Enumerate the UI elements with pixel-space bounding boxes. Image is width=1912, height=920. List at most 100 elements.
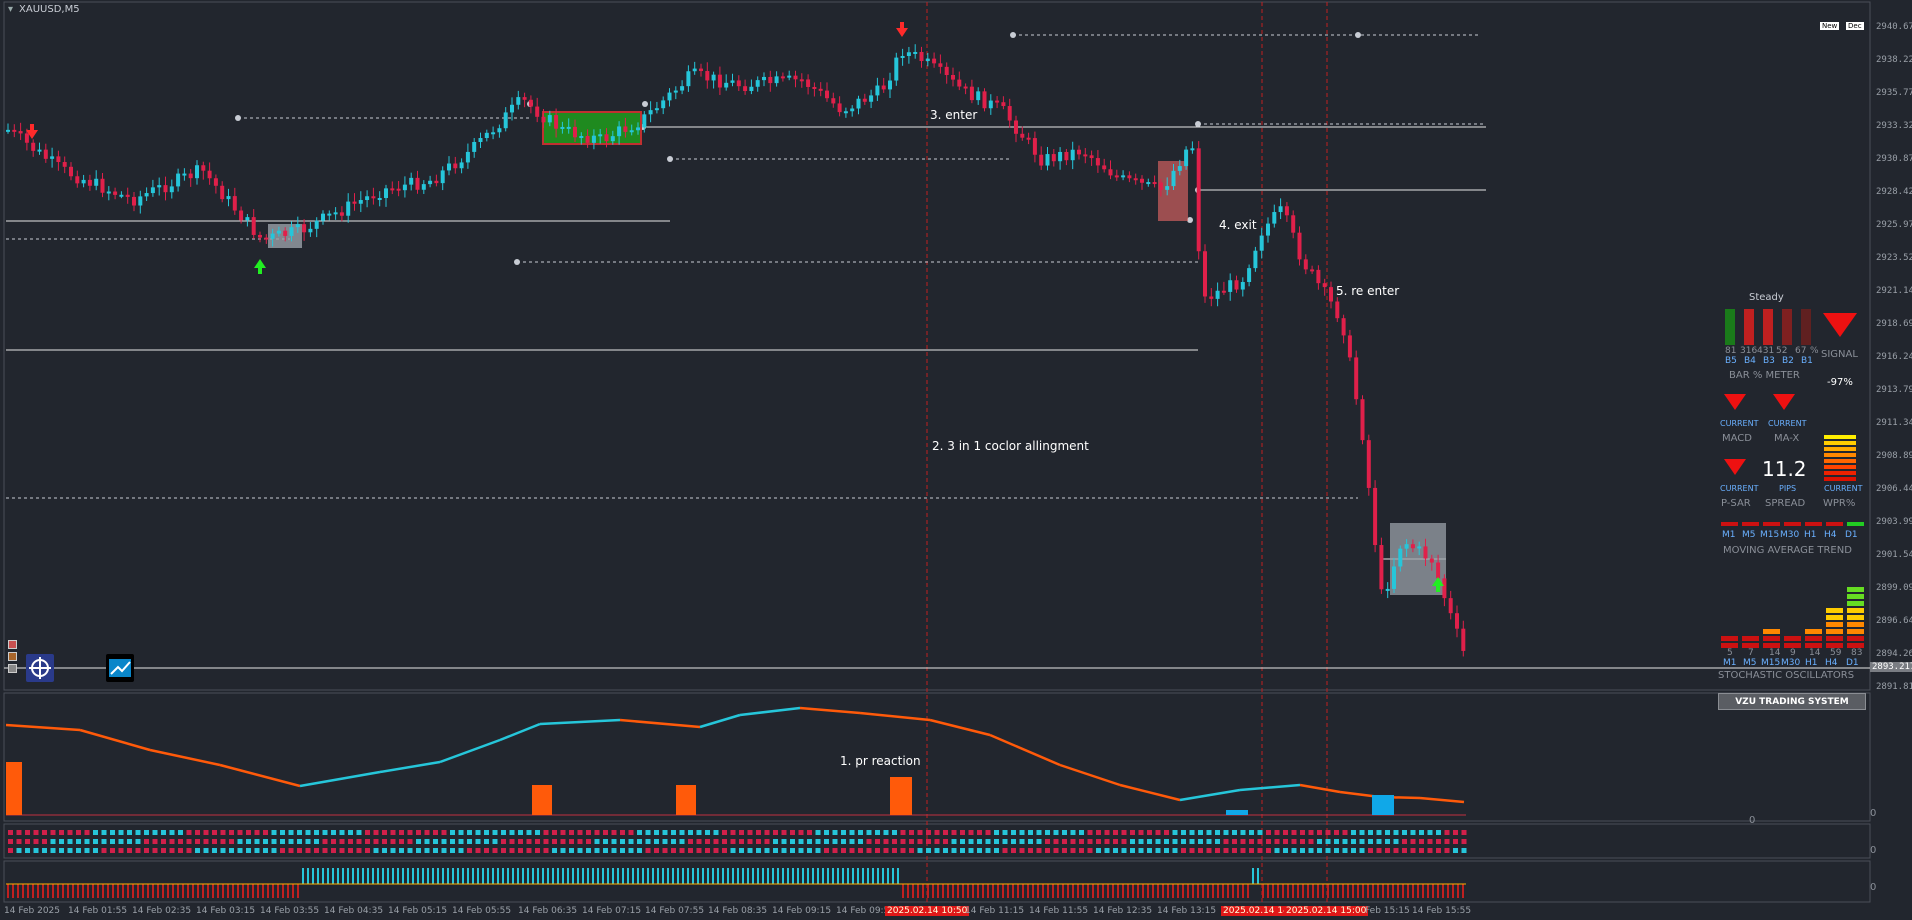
- dot-1-74: [637, 839, 642, 844]
- dec-badge[interactable]: Dec: [1846, 22, 1864, 30]
- stoch-bar-6-7: [1847, 594, 1864, 599]
- dot-0-14: [127, 830, 132, 835]
- chart-image-icon[interactable]: [106, 654, 134, 682]
- dot-2-130: [1113, 848, 1118, 853]
- panel-bar_labels-4: B1: [1801, 356, 1813, 366]
- crosshair-icon[interactable]: [26, 654, 54, 682]
- dot-2-41: [356, 848, 362, 853]
- ma-trend-bar-6: [1847, 522, 1864, 526]
- stoch-bar-5-0: [1826, 643, 1843, 648]
- dot-2-18: [161, 848, 166, 853]
- stoch-bar-1-1: [1742, 636, 1759, 641]
- ma-trend-bar-0: [1721, 522, 1738, 526]
- dot-0-59: [509, 830, 515, 835]
- title-dropdown-icon[interactable]: ▾: [8, 4, 14, 15]
- dot-0-123: [1053, 830, 1059, 835]
- dot-2-155: [1325, 848, 1331, 853]
- candle-body-212: [1341, 318, 1346, 336]
- stochastic-label: STOCHASTIC OSCILLATORS: [1718, 670, 1855, 681]
- dot-2-123: [1053, 848, 1059, 853]
- stoch-bar-6-6: [1847, 601, 1864, 606]
- candle-body-58: [371, 196, 376, 199]
- dot-1-56: [484, 839, 489, 844]
- swatch-gray[interactable]: [8, 664, 17, 673]
- candle-body-22: [144, 193, 149, 197]
- dot-0-168: [1436, 830, 1441, 835]
- dot-1-165: [1410, 839, 1416, 844]
- dot-0-88: [756, 830, 761, 835]
- swatch-red[interactable]: [8, 640, 17, 649]
- dot-1-16: [144, 839, 149, 844]
- candle-body-154: [976, 91, 981, 101]
- dot-0-53: [458, 830, 464, 835]
- candle-body-63: [402, 184, 407, 191]
- stoch-bar-6-5: [1847, 608, 1864, 613]
- candle-body-204: [1291, 215, 1296, 233]
- osc-seg-6: [439, 738, 501, 764]
- dot-0-89: [764, 830, 770, 835]
- dot-1-51: [441, 839, 447, 844]
- panel-tf_labels-3: M30: [1781, 658, 1801, 668]
- candle-body-89: [566, 126, 571, 129]
- candle-body-161: [1020, 133, 1025, 138]
- dot-0-138: [1181, 830, 1186, 835]
- candle-body-113: [717, 74, 722, 88]
- dots-frame: [3, 823, 1871, 859]
- stoch-bar-4-0: [1805, 643, 1822, 648]
- dot-1-120: [1028, 839, 1033, 844]
- candle-body-87: [554, 115, 559, 129]
- candle-body-141: [894, 57, 899, 81]
- vzu-trading-system-button[interactable]: VZU TRADING SYSTEM: [1718, 693, 1866, 710]
- price-tick: 2930.870: [1876, 154, 1912, 164]
- dot-2-140: [1198, 848, 1203, 853]
- candle-body-178: [1127, 175, 1132, 179]
- time-tick: 14 Feb 07:55: [645, 906, 705, 916]
- dot-0-85: [730, 830, 736, 835]
- dot-0-15: [135, 830, 141, 835]
- candle-body-55: [352, 201, 357, 204]
- dot-0-45: [390, 830, 396, 835]
- candle-body-56: [358, 200, 363, 204]
- stoch-bar-6-4: [1847, 615, 1864, 620]
- dot-1-20: [178, 839, 183, 844]
- dot-1-169: [1444, 839, 1450, 844]
- osc-bar-blue-0: [1226, 810, 1248, 815]
- subwindow-zero-3: 0: [1870, 845, 1877, 856]
- dot-2-169: [1444, 848, 1450, 853]
- new-badge[interactable]: New: [1820, 22, 1840, 30]
- dot-1-150: [1283, 839, 1288, 844]
- candle-body-170: [1077, 149, 1081, 155]
- dot-1-100: [858, 839, 863, 844]
- panel-tf_labels-3: M30: [1780, 530, 1800, 540]
- candle-body-121: [768, 76, 773, 84]
- dot-1-79: [679, 839, 685, 844]
- dot-0-6: [59, 830, 64, 835]
- dot-0-62: [535, 830, 540, 835]
- dot-1-57: [492, 839, 498, 844]
- candle-body-155: [982, 91, 987, 109]
- dot-2-50: [433, 848, 438, 853]
- dot-2-69: [594, 848, 600, 853]
- dot-2-157: [1342, 848, 1348, 853]
- dot-0-95: [815, 830, 821, 835]
- dot-2-151: [1291, 848, 1297, 853]
- dot-1-84: [722, 839, 727, 844]
- stoch-bar-6-2: [1847, 629, 1864, 634]
- candle-body-95: [604, 134, 609, 142]
- price-tick: 2891.810: [1876, 682, 1912, 692]
- bar-meter-label: BAR % METER: [1729, 370, 1800, 381]
- candle-body-123: [780, 76, 785, 79]
- dot-2-1: [16, 848, 22, 853]
- osc-seg-15: [989, 733, 1061, 767]
- dot-0-104: [892, 830, 897, 835]
- dot-0-34: [297, 830, 302, 835]
- dot-2-3: [33, 848, 39, 853]
- color-swatches[interactable]: [8, 640, 17, 673]
- dot-1-118: [1011, 839, 1016, 844]
- candle-body-181: [1146, 182, 1151, 185]
- price-tick: 2911.340: [1876, 418, 1912, 428]
- swatch-orange[interactable]: [8, 652, 17, 661]
- dot-0-139: [1189, 830, 1195, 835]
